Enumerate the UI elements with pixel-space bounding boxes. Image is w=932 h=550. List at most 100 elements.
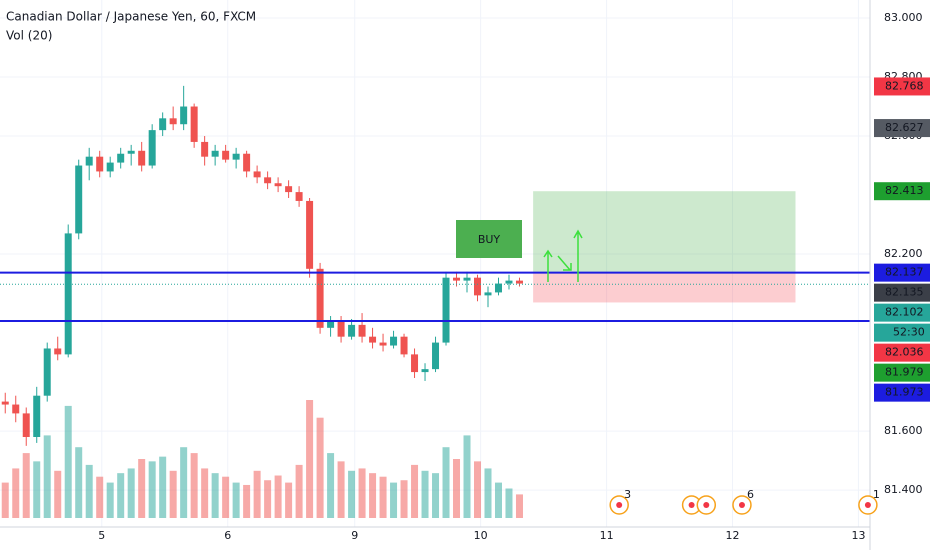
volume-bar xyxy=(127,468,135,518)
y-tick-label: 83.000 xyxy=(884,11,923,24)
candle-body xyxy=(348,324,356,337)
candle-body xyxy=(1,401,9,405)
candle-body xyxy=(515,280,523,284)
price-tag xyxy=(874,263,930,282)
price-tag xyxy=(874,77,930,96)
candle-body xyxy=(22,413,30,438)
price-tag-label: 81.979 xyxy=(885,366,924,379)
volume-bar xyxy=(295,464,303,518)
volume-bar xyxy=(306,400,314,518)
candle-body xyxy=(400,336,408,355)
volume-bar xyxy=(243,484,251,518)
arrow xyxy=(557,255,572,271)
volume-bar xyxy=(369,473,377,518)
volume-bar xyxy=(54,470,62,518)
candle-body xyxy=(505,280,513,284)
candle-body xyxy=(243,153,251,172)
volume-bar xyxy=(201,468,209,518)
candle-body xyxy=(494,283,502,293)
candle-body xyxy=(474,277,482,296)
volume-bar xyxy=(148,461,156,518)
candle-body xyxy=(201,141,209,157)
candle-body xyxy=(453,277,461,281)
candle-body xyxy=(138,150,146,166)
volume-bar xyxy=(505,488,513,518)
candle-body xyxy=(117,153,125,163)
event-count: 6 xyxy=(747,488,754,501)
candle-body xyxy=(106,162,114,172)
x-tick-label: 12 xyxy=(726,529,740,542)
arrow xyxy=(543,249,553,282)
x-tick-label: 6 xyxy=(224,529,231,542)
candle-body xyxy=(232,153,240,160)
volume-bar xyxy=(337,461,345,518)
candle-body xyxy=(75,165,83,234)
volume-bar xyxy=(43,435,51,518)
price-tag-label: 82.413 xyxy=(885,184,924,197)
x-tick-label: 5 xyxy=(98,529,105,542)
price-tag-label: 82.102 xyxy=(885,306,924,319)
event-dot xyxy=(616,502,623,508)
candle-body xyxy=(169,118,177,125)
volume-bar xyxy=(400,480,408,518)
candle-body xyxy=(390,336,398,346)
volume-bar xyxy=(264,480,272,518)
candle-body xyxy=(295,192,303,201)
candle-body xyxy=(369,336,377,343)
candle-body xyxy=(316,268,324,328)
volume-bar xyxy=(453,459,461,518)
volume-bar xyxy=(211,473,219,518)
candle-body xyxy=(180,106,188,125)
price-tag-label: 81.973 xyxy=(885,386,924,399)
volume-bar xyxy=(1,482,9,518)
volume-bar xyxy=(494,482,502,518)
x-tick-label: 11 xyxy=(600,529,614,542)
volume-bar xyxy=(33,461,41,518)
volume-bar xyxy=(75,447,83,518)
candle-body xyxy=(190,106,198,142)
candle-body xyxy=(432,342,440,370)
candle-body xyxy=(211,150,219,157)
volume-bar xyxy=(232,482,240,518)
candle-body xyxy=(253,171,261,178)
arrows xyxy=(543,229,583,282)
volume-bar xyxy=(22,453,30,518)
volume-bar xyxy=(390,482,398,518)
countdown-label: 52:30 xyxy=(893,326,925,339)
volume-bar xyxy=(442,447,450,518)
volume-bar xyxy=(159,456,167,518)
x-tick-label: 13 xyxy=(851,529,865,542)
candle-body xyxy=(411,354,419,373)
arrow xyxy=(573,229,583,282)
event-count: 3 xyxy=(624,488,631,501)
price-tag xyxy=(874,283,930,302)
candle-body xyxy=(463,277,471,281)
price-tag xyxy=(874,182,930,201)
candle-body xyxy=(306,200,314,269)
candle-body xyxy=(54,348,62,355)
volume-bar xyxy=(327,453,335,518)
volume-bar xyxy=(96,476,104,518)
volume-bar xyxy=(411,464,419,518)
volume-bar xyxy=(348,470,356,518)
buy-label: BUY xyxy=(478,233,501,246)
event-dot xyxy=(688,502,695,508)
price-tag xyxy=(874,119,930,138)
candle-body xyxy=(337,321,345,337)
volume-bar xyxy=(274,475,282,518)
countdown-tag xyxy=(874,323,930,342)
candle-body xyxy=(96,156,104,172)
candle-body xyxy=(379,342,387,346)
chart-title: Canadian Dollar / Japanese Yen, 60, FXCM xyxy=(6,10,256,24)
volume-bar xyxy=(106,482,114,518)
volume-bar xyxy=(169,470,177,518)
candle-body xyxy=(148,130,156,166)
volume-bar xyxy=(484,468,492,518)
candle-body xyxy=(64,233,72,355)
volume-bar xyxy=(515,494,523,518)
volume-bar xyxy=(138,459,146,518)
candle-body xyxy=(43,348,51,396)
event-count: 1 xyxy=(873,488,880,501)
volume-bar xyxy=(222,476,230,518)
